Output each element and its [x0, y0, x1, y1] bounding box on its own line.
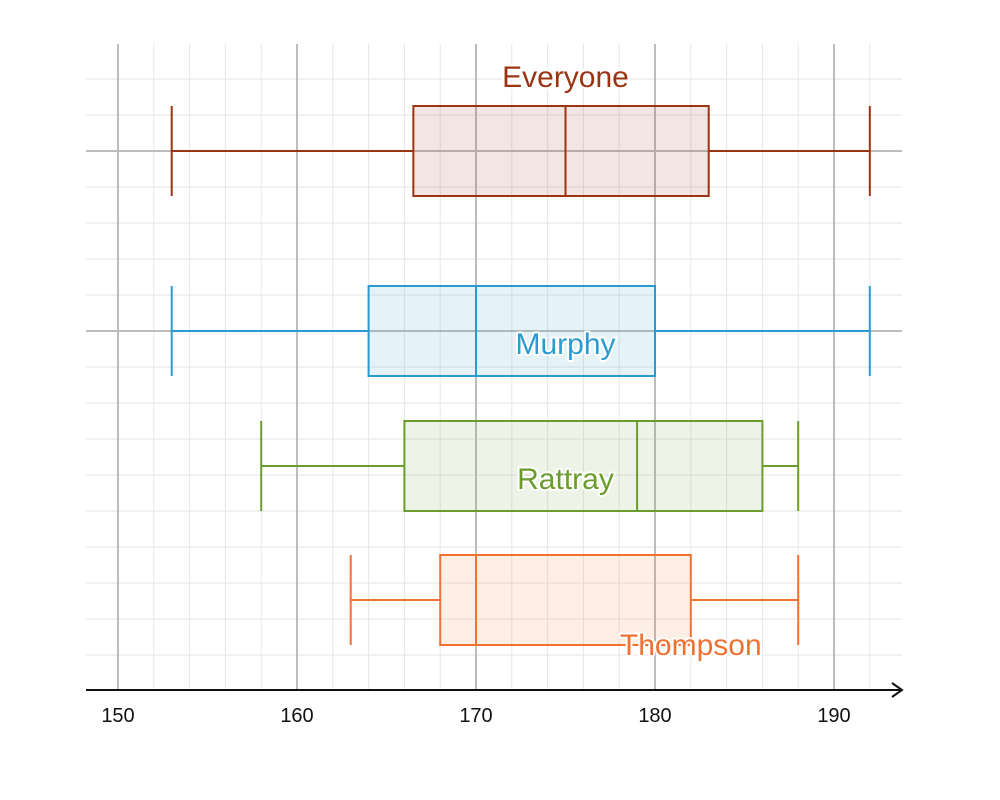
x-tick-label: 170 [459, 705, 492, 727]
x-axis [86, 682, 904, 698]
series-label: Thompson [620, 629, 762, 662]
box-plot-thompson: Thompson [349, 554, 800, 664]
box-plot-murphy: Murphy [170, 285, 871, 377]
iqr-box [412, 105, 710, 197]
series-label: Everyone [502, 61, 629, 94]
x-tick-labels: 150 160 170 180 190 [101, 705, 850, 727]
x-tick-label: 180 [638, 705, 671, 727]
box-plots: Everyone Murphy Rattray Thompson [170, 59, 871, 664]
x-axis-arrow [891, 682, 904, 698]
series-label: Murphy [515, 328, 615, 361]
iqr-box [439, 554, 692, 646]
x-tick-label: 160 [280, 705, 313, 727]
box-plot-rattray: Rattray [260, 420, 800, 512]
series-label: Rattray [517, 463, 614, 496]
x-tick-label: 190 [817, 705, 850, 727]
iqr-box [367, 285, 656, 377]
iqr-box [403, 420, 764, 512]
box-plot-everyone: Everyone [170, 59, 871, 197]
x-tick-label: 150 [101, 705, 134, 727]
